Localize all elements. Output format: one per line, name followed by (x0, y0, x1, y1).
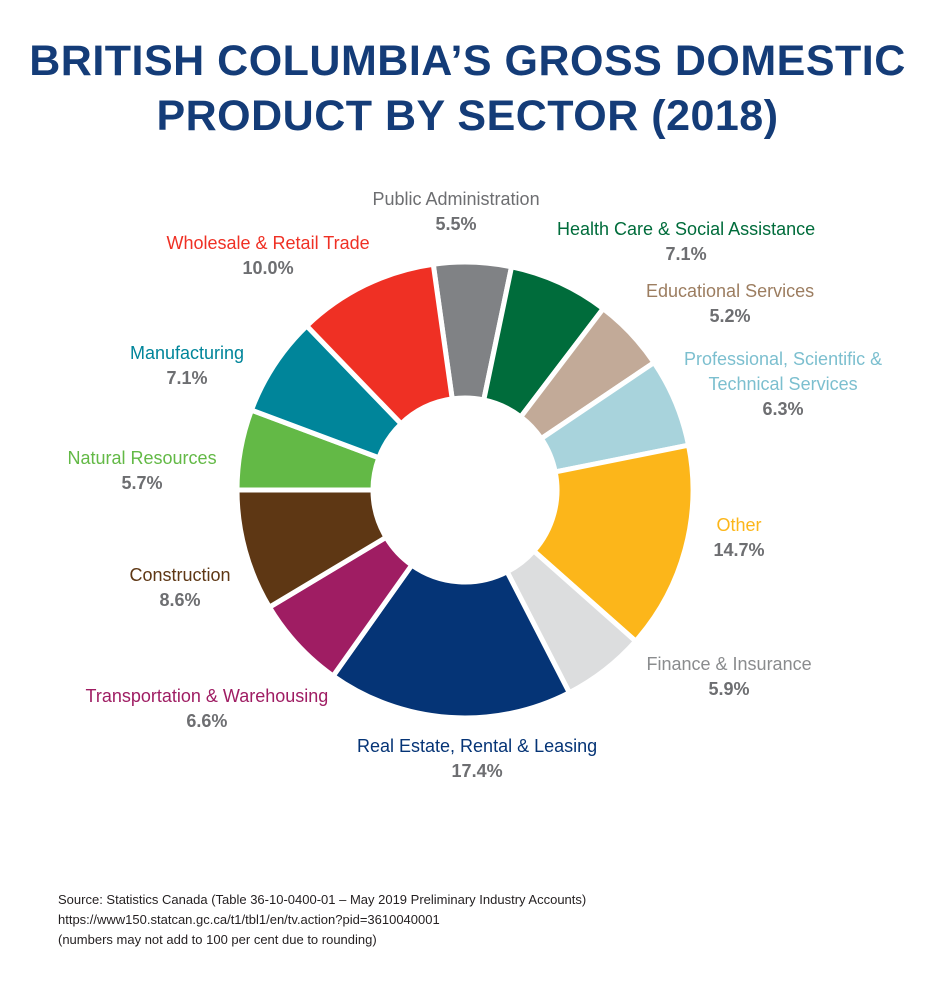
chart-title-line-2: PRODUCT BY SECTOR (2018) (156, 92, 779, 140)
label-name: Construction (129, 565, 231, 585)
chart-title-line-1: BRITISH COLUMBIA’S GROSS DOMESTIC (29, 37, 906, 85)
slice-other (531, 442, 696, 644)
label-natural-resources: Natural Resources 5.7% (68, 446, 217, 496)
label-value: 6.6% (186, 711, 228, 731)
label-health-care: Health Care & Social Assistance 7.1% (557, 217, 815, 267)
label-professional-services: Professional, Scientific & Technical Serv… (684, 347, 882, 422)
label-name: Technical Services (708, 374, 858, 394)
label-name: Finance & Insurance (646, 654, 812, 674)
label-value: 17.4% (451, 761, 503, 781)
label-name: Educational Services (646, 281, 815, 301)
label-value: 5.7% (121, 473, 163, 493)
label-value: 5.2% (709, 306, 751, 326)
label-value: 7.1% (166, 368, 208, 388)
label-name: Manufacturing (130, 343, 245, 363)
label-wholesale-retail: Wholesale & Retail Trade 10.0% (167, 231, 370, 281)
slice-wholesale-retail (304, 261, 455, 427)
label-other: Other 14.7% (714, 513, 765, 563)
label-construction: Construction 8.6% (130, 563, 231, 613)
label-transportation: Transportation & Warehousing 6.6% (86, 684, 329, 734)
label-name: Other (716, 515, 762, 535)
source-line: Source: Statistics Canada (Table 36-10-0… (58, 892, 587, 907)
label-value: 10.0% (242, 258, 294, 278)
slice-real-estate (330, 562, 572, 721)
label-name: Transportation & Warehousing (85, 686, 329, 706)
label-finance-insurance: Finance & Insurance 5.9% (647, 652, 812, 702)
rounding-note: (numbers may not add to 100 per cent due… (58, 932, 377, 947)
label-value: 14.7% (713, 540, 765, 560)
label-manufacturing: Manufacturing 7.1% (130, 341, 244, 391)
label-value: 7.1% (665, 244, 707, 264)
label-value: 6.3% (762, 399, 804, 419)
source-note: Source: Statistics Canada (Table 36-10-0… (58, 890, 586, 950)
label-name: Professional, Scientific & (684, 349, 883, 369)
label-value: 5.9% (708, 679, 750, 699)
label-real-estate: Real Estate, Rental & Leasing 17.4% (357, 734, 597, 784)
label-name: Public Administration (372, 189, 540, 209)
label-public-administration: Public Administration 5.5% (373, 187, 540, 237)
label-name: Natural Resources (67, 448, 217, 468)
label-value: 5.5% (435, 214, 477, 234)
label-value: 8.6% (159, 590, 201, 610)
label-name: Wholesale & Retail Trade (166, 233, 370, 253)
label-name: Health Care & Social Assistance (557, 219, 816, 239)
label-name: Real Estate, Rental & Leasing (357, 736, 598, 756)
label-educational-services: Educational Services 5.2% (646, 279, 814, 329)
source-url: https://www150.statcan.gc.ca/t1/tbl1/en/… (58, 912, 440, 927)
